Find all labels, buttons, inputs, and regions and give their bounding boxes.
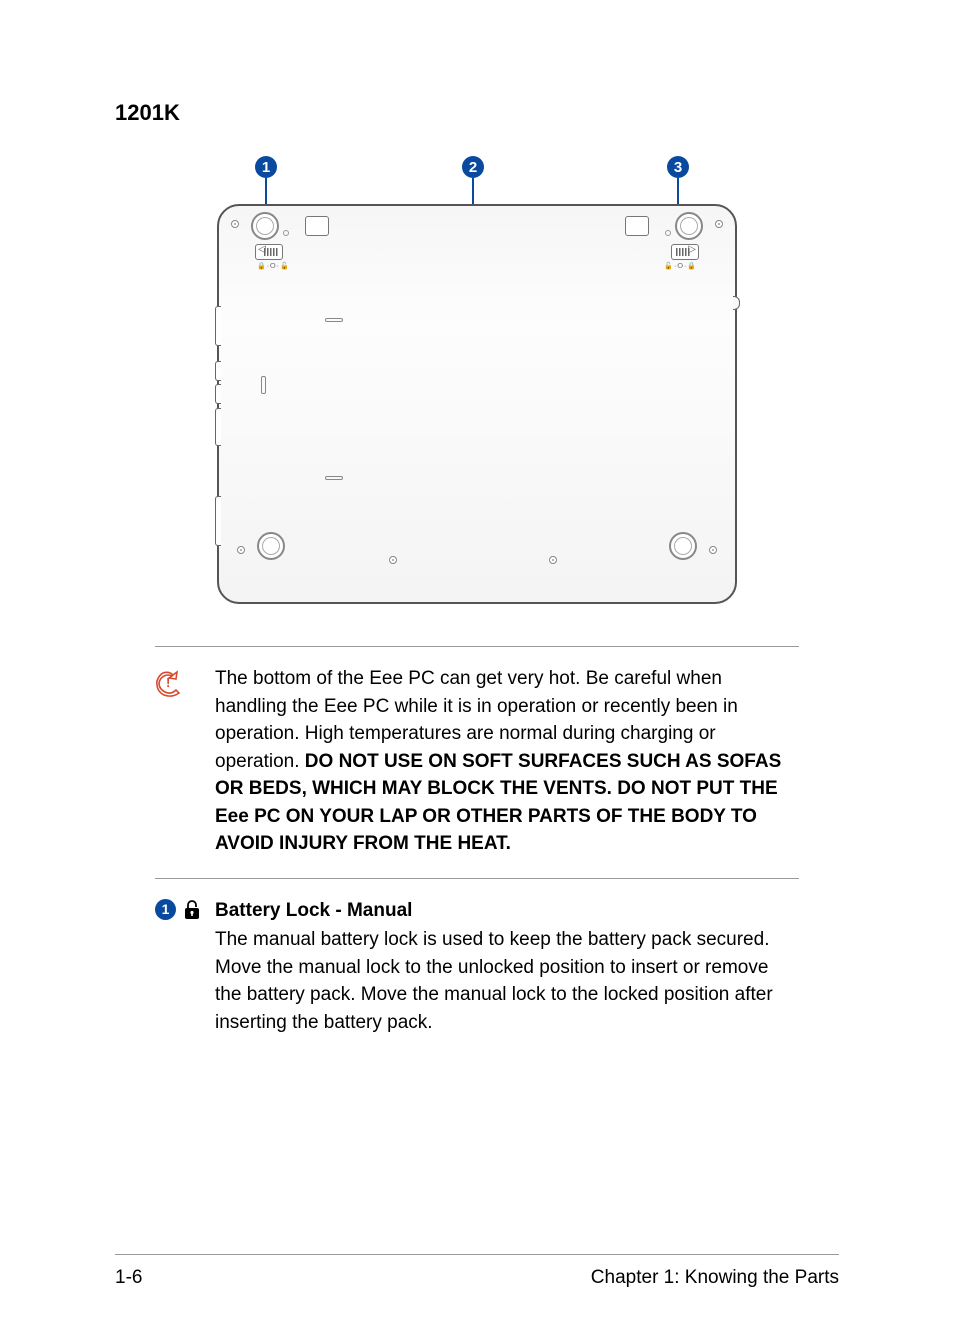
page-footer: 1-6 Chapter 1: Knowing the Parts (115, 1254, 839, 1289)
hot-surface-warning-icon: ! (155, 665, 183, 697)
foot-pad-icon (251, 212, 279, 240)
callout-3: 3 (667, 156, 689, 178)
foot-pad-icon (257, 532, 285, 560)
divider (155, 878, 799, 879)
lock-icon (182, 899, 202, 921)
warning-block: ! The bottom of the Eee PC can get very … (155, 665, 799, 858)
latch-cutout-icon (305, 216, 329, 236)
screw-icon (715, 220, 723, 228)
foot-pad-icon (675, 212, 703, 240)
side-port-icon (215, 408, 221, 446)
panel-slot-icon (325, 318, 343, 322)
bottom-view-diagram: 1 2 3 🔒·⭘·🔓 🔓·⭘·🔒 (197, 156, 757, 616)
lock-symbols: 🔓·⭘·🔒 (664, 262, 697, 271)
divider (155, 646, 799, 647)
page-number: 1-6 (115, 1267, 142, 1289)
item-1-title: Battery Lock - Manual (215, 897, 799, 925)
footer-divider (115, 1254, 839, 1255)
screw-icon (665, 230, 671, 236)
battery-lock-left-icon (255, 244, 283, 260)
battery-lock-right-icon (671, 244, 699, 260)
screw-icon (283, 230, 289, 236)
callout-2: 2 (462, 156, 484, 178)
foot-pad-icon (669, 532, 697, 560)
side-port-icon (215, 306, 221, 346)
lock-symbols: 🔒·⭘·🔓 (257, 262, 290, 271)
side-bump-icon (733, 296, 740, 310)
item-number-badge: 1 (155, 899, 176, 920)
screw-icon (237, 546, 245, 554)
screw-icon (709, 546, 717, 554)
chapter-title: Chapter 1: Knowing the Parts (591, 1267, 839, 1289)
svg-text:!: ! (166, 675, 170, 690)
screw-icon (231, 220, 239, 228)
model-heading: 1201K (115, 100, 839, 126)
device-outline: 🔒·⭘·🔓 🔓·⭘·🔒 (217, 204, 737, 604)
side-port-icon (215, 384, 221, 404)
screw-icon (389, 556, 397, 564)
side-port-icon (215, 496, 221, 546)
indicator-pill-icon (261, 376, 266, 394)
screw-icon (549, 556, 557, 564)
item-1-block: 1 Battery Lock - Manual The manual batte… (155, 897, 799, 1037)
panel-slot-icon (325, 476, 343, 480)
item-1-body: The manual battery lock is used to keep … (215, 926, 799, 1036)
side-port-icon (215, 361, 221, 381)
latch-cutout-icon (625, 216, 649, 236)
callout-1: 1 (255, 156, 277, 178)
